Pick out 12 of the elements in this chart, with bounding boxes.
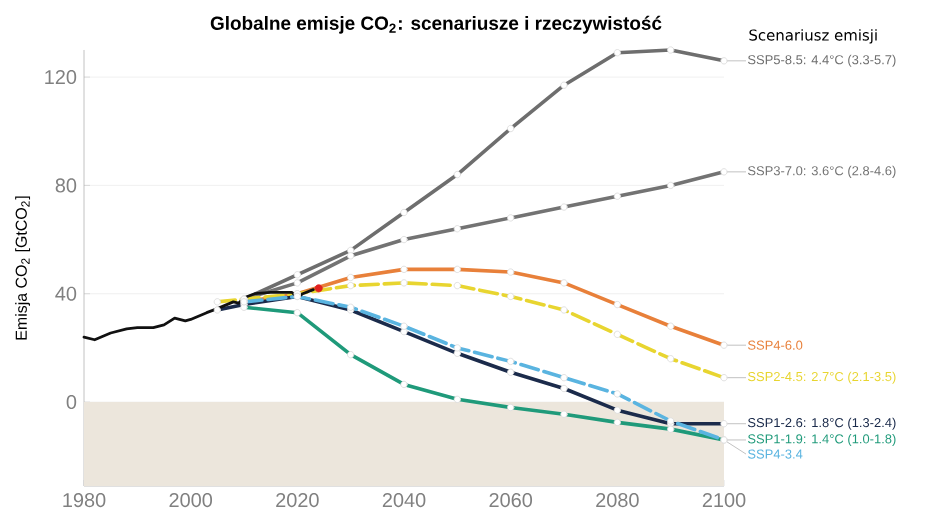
x-tick-label: 2080	[596, 493, 639, 508]
chart-title: Globalne emisje CO$_{2}$: scenariusze i rzeczywistość	[210, 15, 662, 34]
y-tick-label: 40	[55, 286, 77, 301]
x-tick-label: 2100	[702, 493, 746, 508]
x-tick-label: 2000	[169, 493, 213, 508]
y-tick-label: 120	[45, 70, 77, 85]
x-tick-label: 1980	[63, 493, 106, 508]
y-tick-label: 0	[66, 395, 77, 410]
x-tick-label: 2060	[489, 493, 533, 508]
y-tick-label: 80	[55, 178, 77, 193]
x-tick-label: 2020	[276, 493, 319, 508]
x-tick-label: 2040	[382, 493, 426, 508]
